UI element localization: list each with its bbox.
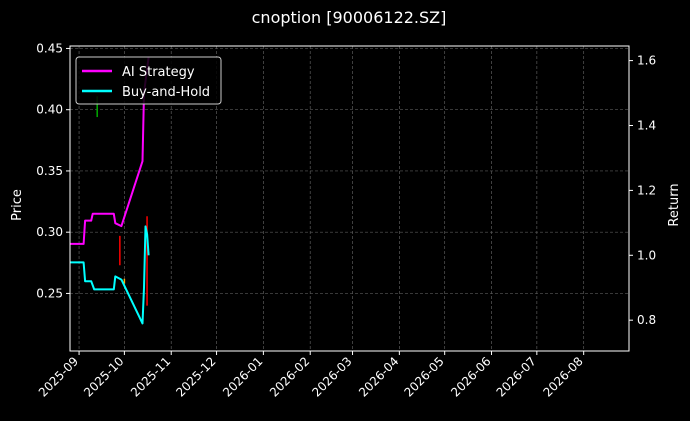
series-lines [70, 57, 150, 325]
y2-tick-label: 1.6 [637, 54, 656, 68]
y-axis-left: 0.25 0.30 0.35 0.40 0.45 [36, 41, 70, 300]
plot-frame [69, 45, 630, 352]
legend: AI Strategy Buy-and-Hold [75, 56, 222, 105]
y2-tick-label: 0.8 [637, 313, 656, 327]
legend-label: AI Strategy [122, 65, 195, 80]
y-tick-label: 0.30 [36, 225, 63, 239]
y2-tick-label: 1.0 [637, 248, 656, 262]
series-line-buy-and-hold [70, 225, 150, 325]
legend-label: Buy-and-Hold [122, 85, 210, 100]
y2-tick-label: 1.4 [637, 118, 656, 132]
series-line-ai-strategy [70, 57, 150, 245]
legend-box [75, 56, 222, 105]
y-axis-right: 0.8 1.0 1.2 1.4 1.6 [629, 54, 656, 327]
y-tick-label: 0.45 [36, 41, 63, 55]
chart-title: cnoption [90006122.SZ] [252, 8, 447, 27]
y2-tick-label: 1.2 [637, 183, 656, 197]
y-axis-title: Price [10, 189, 25, 221]
y-tick-label: 0.40 [36, 103, 63, 117]
y-tick-label: 0.35 [36, 164, 63, 178]
y2-axis-title: Return [667, 183, 682, 226]
y-tick-label: 0.25 [36, 286, 63, 300]
